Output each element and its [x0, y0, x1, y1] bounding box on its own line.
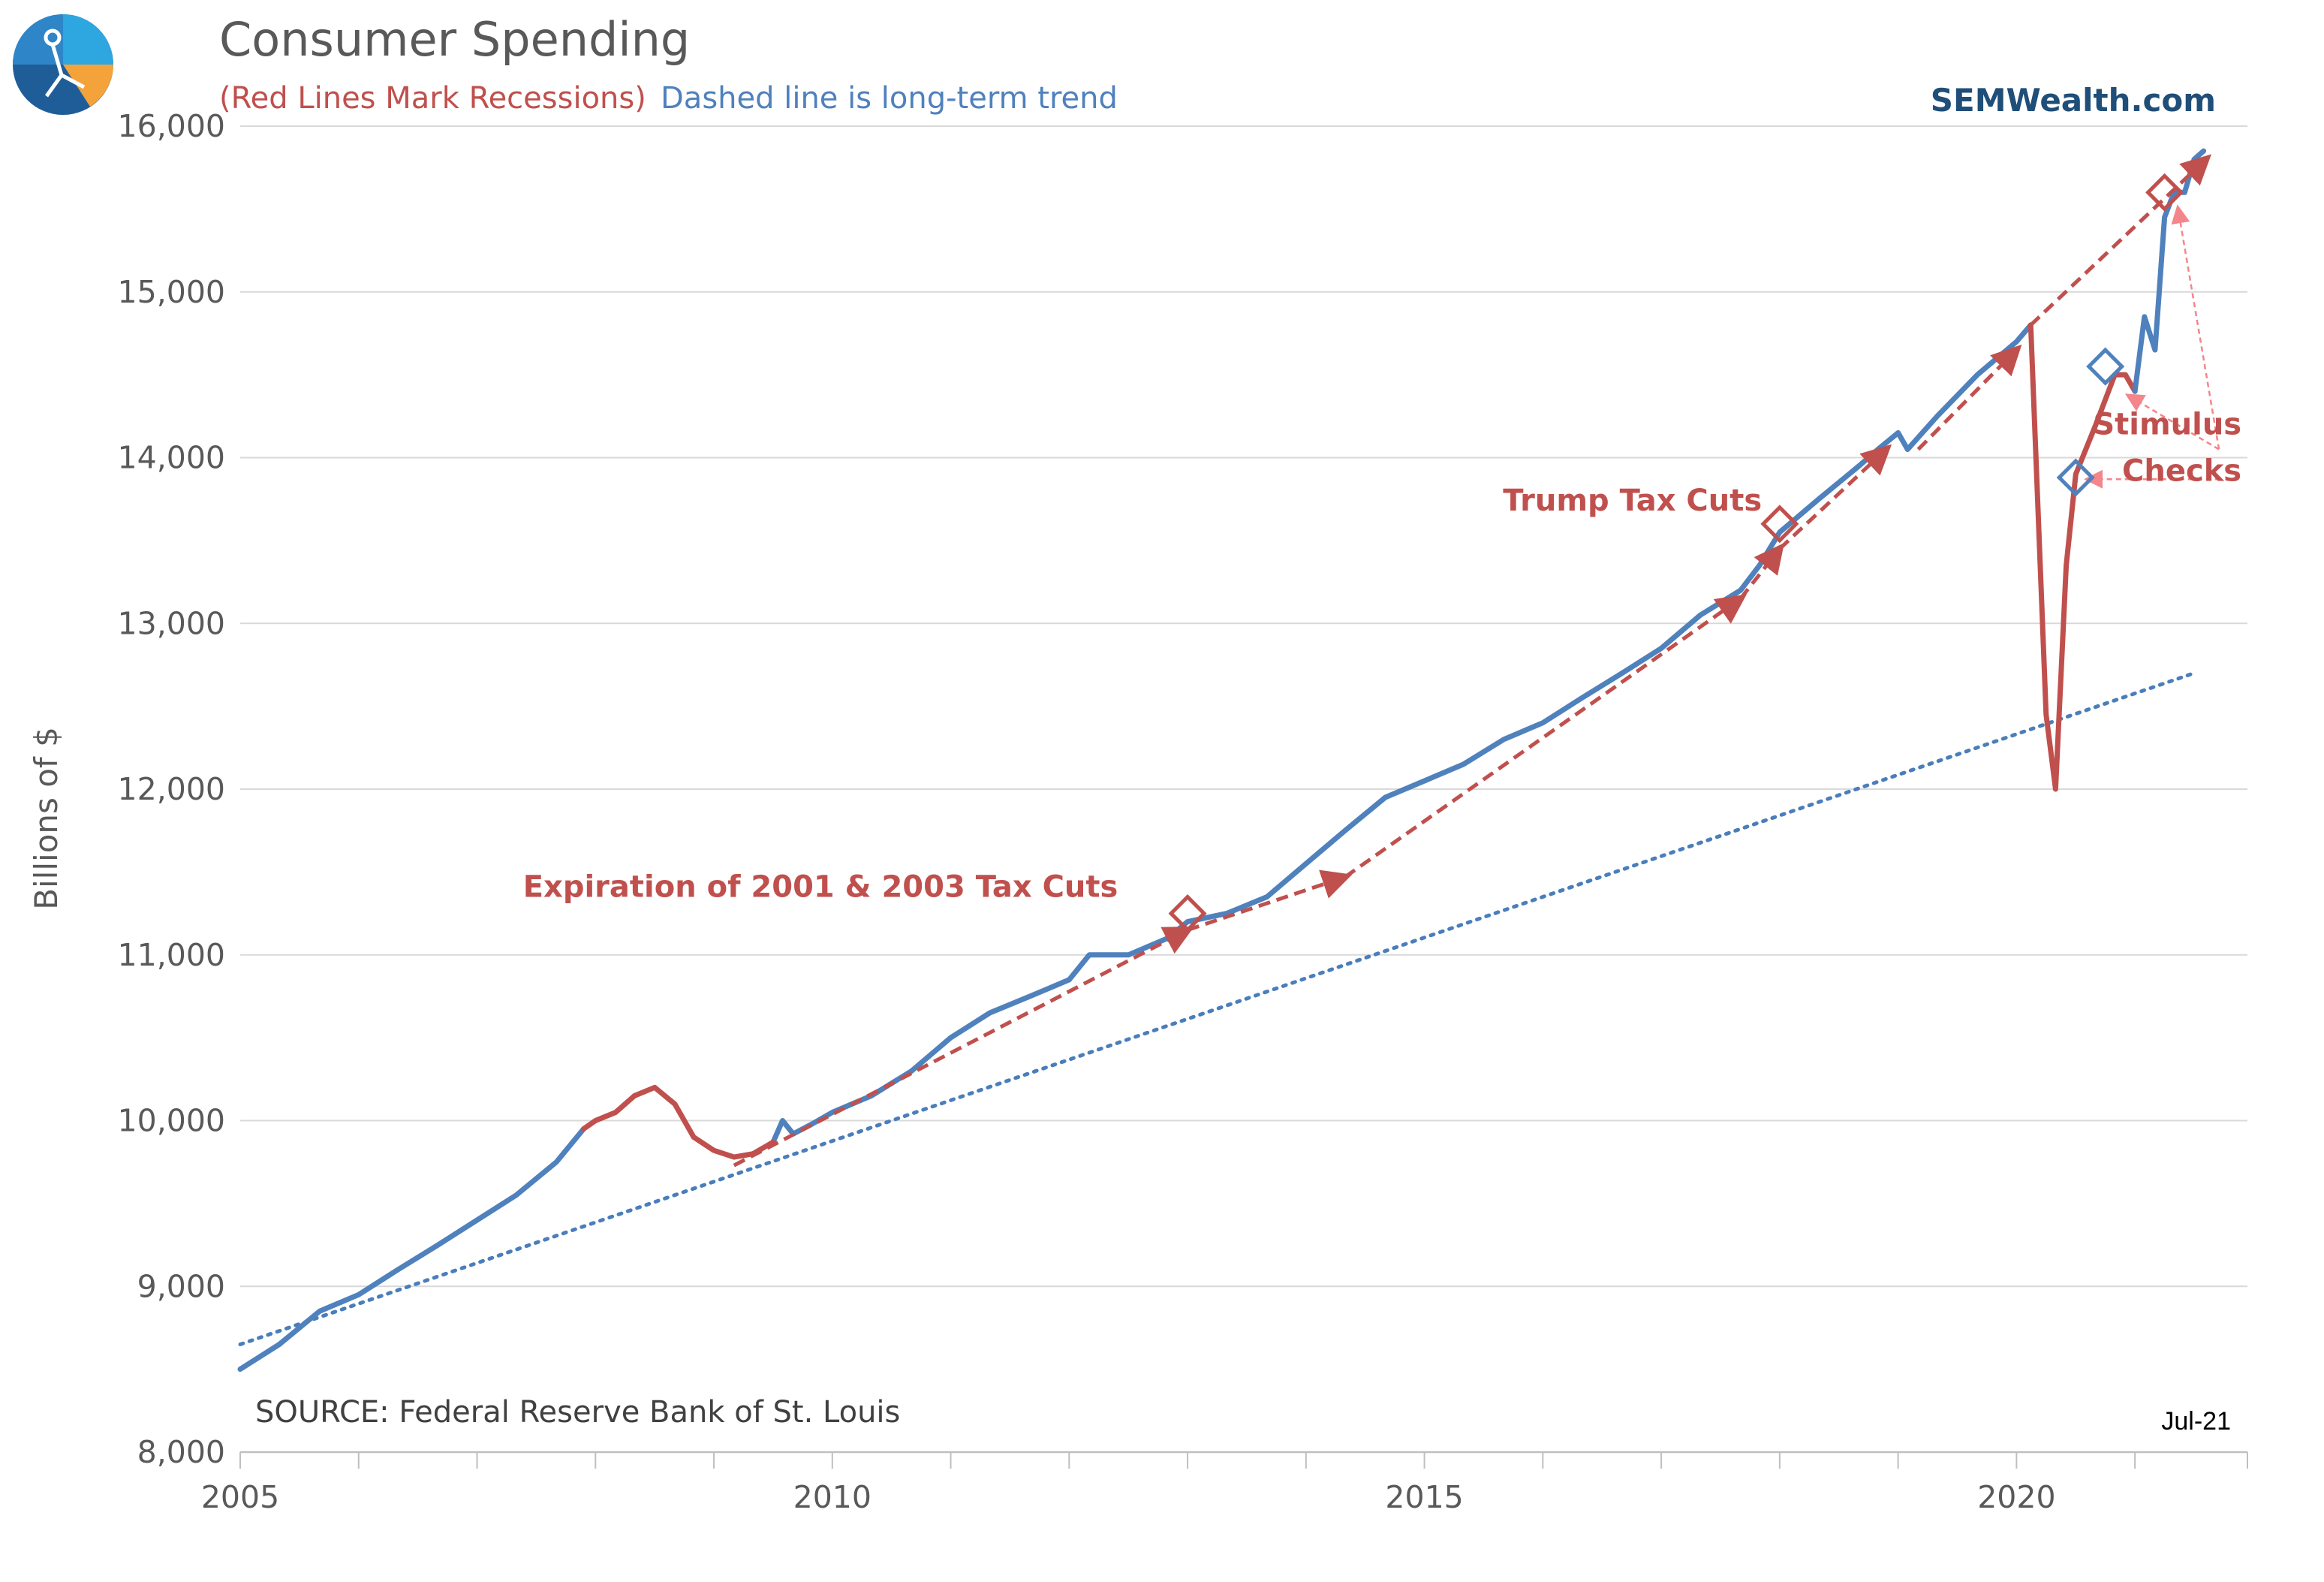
trend-arrow: [1187, 869, 1353, 933]
subtitle-trend: Dashed line is long-term trend: [661, 81, 1118, 116]
chart-title: Consumer Spending: [219, 12, 690, 67]
annotation-label: Trump Tax Cuts: [1503, 484, 1762, 518]
series-line: [237, 1126, 586, 1373]
y-tick-label: 8,000: [137, 1434, 225, 1470]
annotation-arrows: [733, 154, 2220, 1168]
brand-label: SEMWealth.com: [1931, 82, 2216, 119]
x-tick-label: 2005: [201, 1479, 279, 1515]
trend-arrow: [1738, 543, 1785, 600]
diamond-marker: [2145, 173, 2184, 212]
x-tick-label: 2010: [793, 1479, 872, 1515]
trend-arrow: [733, 927, 1194, 1168]
latest-date-label: Jul-21: [2161, 1407, 2231, 1436]
trend-layer: [238, 670, 2196, 1347]
y-tick-label: 15,000: [118, 274, 225, 310]
series-line: [581, 1084, 776, 1160]
trend-arrow: [1344, 594, 1747, 879]
x-tick-label: 2015: [1385, 1479, 1463, 1515]
diamond-marker: [1760, 505, 1799, 544]
diamond-marker: [2056, 458, 2095, 497]
trend-arrow: [2029, 154, 2212, 327]
stimulus-pointer: [2171, 204, 2220, 450]
axes: 8,000 9,000 10,000 11,000 12,000 13,000 14,000…: [118, 108, 2248, 1515]
annotation-label: Expiration of 2001 & 2003 Tax Cuts: [523, 869, 1118, 904]
series-line: [2027, 322, 2138, 792]
diamond-marker: [2086, 347, 2125, 386]
long-term-trend-line: [238, 670, 2196, 1347]
y-tick-label: 12,000: [118, 771, 225, 807]
y-axis-label: Billions of $: [28, 727, 65, 910]
x-tick-label: 2020: [1977, 1479, 2055, 1515]
y-tick-label: 13,000: [118, 605, 225, 641]
y-tick-label: 16,000: [118, 108, 225, 144]
subtitle-recessions: (Red Lines Mark Recessions): [219, 81, 646, 116]
y-tick-label: 11,000: [118, 937, 225, 973]
trend-arrow: [1916, 344, 2022, 451]
y-tick-label: 10,000: [118, 1103, 225, 1139]
y-tick-label: 14,000: [118, 440, 225, 476]
y-tick-label: 9,000: [137, 1268, 225, 1304]
sem-logo-icon: [13, 14, 113, 115]
source-note: SOURCE: Federal Reserve Bank of St. Loui…: [255, 1395, 900, 1430]
trend-arrow: [1778, 444, 1892, 550]
diamond-marker: [1168, 894, 1207, 933]
annotation-label: Checks: [2122, 454, 2241, 488]
annotations: Expiration of 2001 & 2003 Tax Cuts Trump …: [523, 408, 2241, 905]
annotation-label: Stimulus: [2093, 408, 2241, 442]
markers: [1168, 173, 2184, 933]
